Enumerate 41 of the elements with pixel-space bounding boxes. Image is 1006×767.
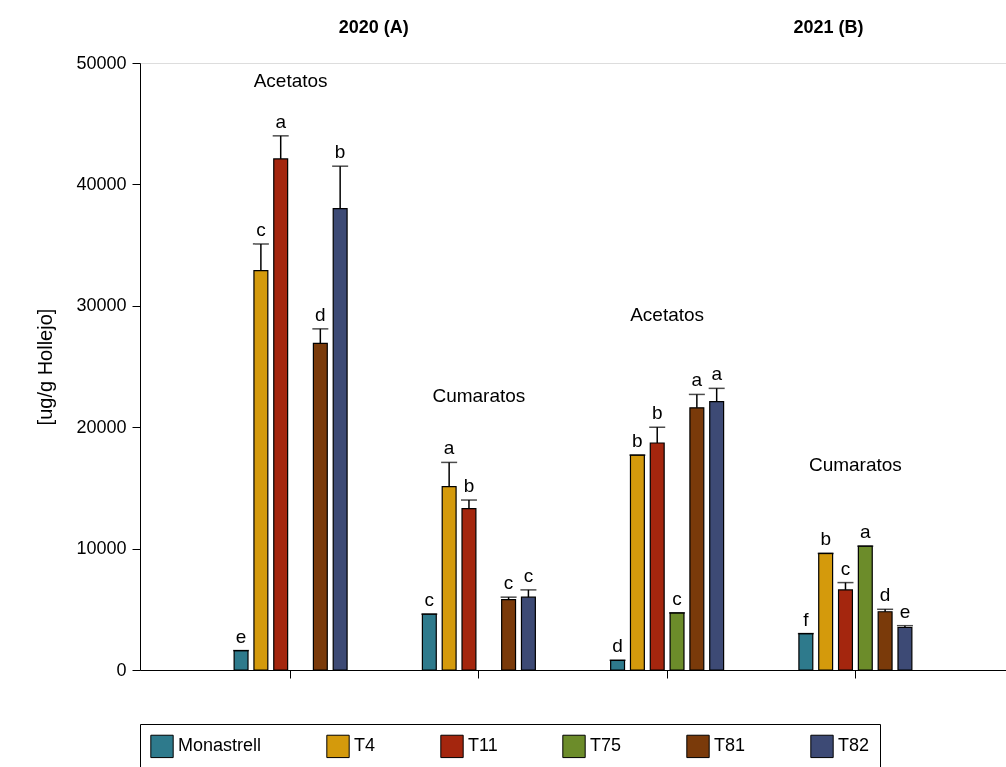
legend-label: Monastrell: [178, 735, 262, 756]
annotation: Acetatos: [253, 70, 328, 91]
data-label: f: [803, 608, 810, 630]
legend-label: T4: [354, 735, 376, 756]
y-tick-label: 30000: [76, 295, 127, 316]
data-label: a: [275, 110, 287, 132]
legend-label: T11: [468, 735, 498, 756]
data-label: b: [820, 528, 831, 550]
text: 2021 (B): [793, 17, 864, 37]
data-label: b: [632, 430, 643, 452]
y-tick-label: 0: [116, 659, 127, 680]
y-tick-label: 40000: [76, 173, 127, 194]
text: 2020 (A): [338, 17, 409, 37]
data-label: b: [463, 475, 475, 497]
data-label: c: [503, 572, 514, 594]
legend-label: T81: [714, 735, 746, 756]
data-label: d: [612, 635, 623, 657]
data-label: a: [860, 521, 872, 543]
data-label: c: [672, 587, 682, 609]
data-label: b: [651, 402, 663, 424]
y-tick-label: 20000: [76, 416, 127, 437]
annotation: Cumaratos: [808, 454, 902, 475]
data-label: c: [424, 589, 435, 611]
y-tick-label: 50000: [76, 52, 127, 73]
data-label: e: [235, 625, 247, 647]
y-axis-title: [ug/g Hollejo]: [34, 308, 57, 426]
legend-label: T75: [590, 735, 622, 756]
data-label: c: [256, 218, 266, 240]
data-label: b: [334, 141, 346, 163]
legend-label: T82: [838, 735, 870, 756]
data-label: d: [879, 584, 891, 606]
data-label: e: [899, 600, 911, 622]
annotation: Acetatos: [630, 304, 705, 325]
data-label: a: [443, 437, 455, 459]
annotation: Cumaratos: [432, 385, 526, 406]
data-label: a: [691, 369, 703, 391]
data-label: c: [523, 564, 534, 586]
data-label: c: [840, 557, 851, 579]
data-label: d: [315, 303, 326, 325]
data-label: a: [711, 363, 723, 385]
y-tick-label: 10000: [76, 538, 127, 559]
